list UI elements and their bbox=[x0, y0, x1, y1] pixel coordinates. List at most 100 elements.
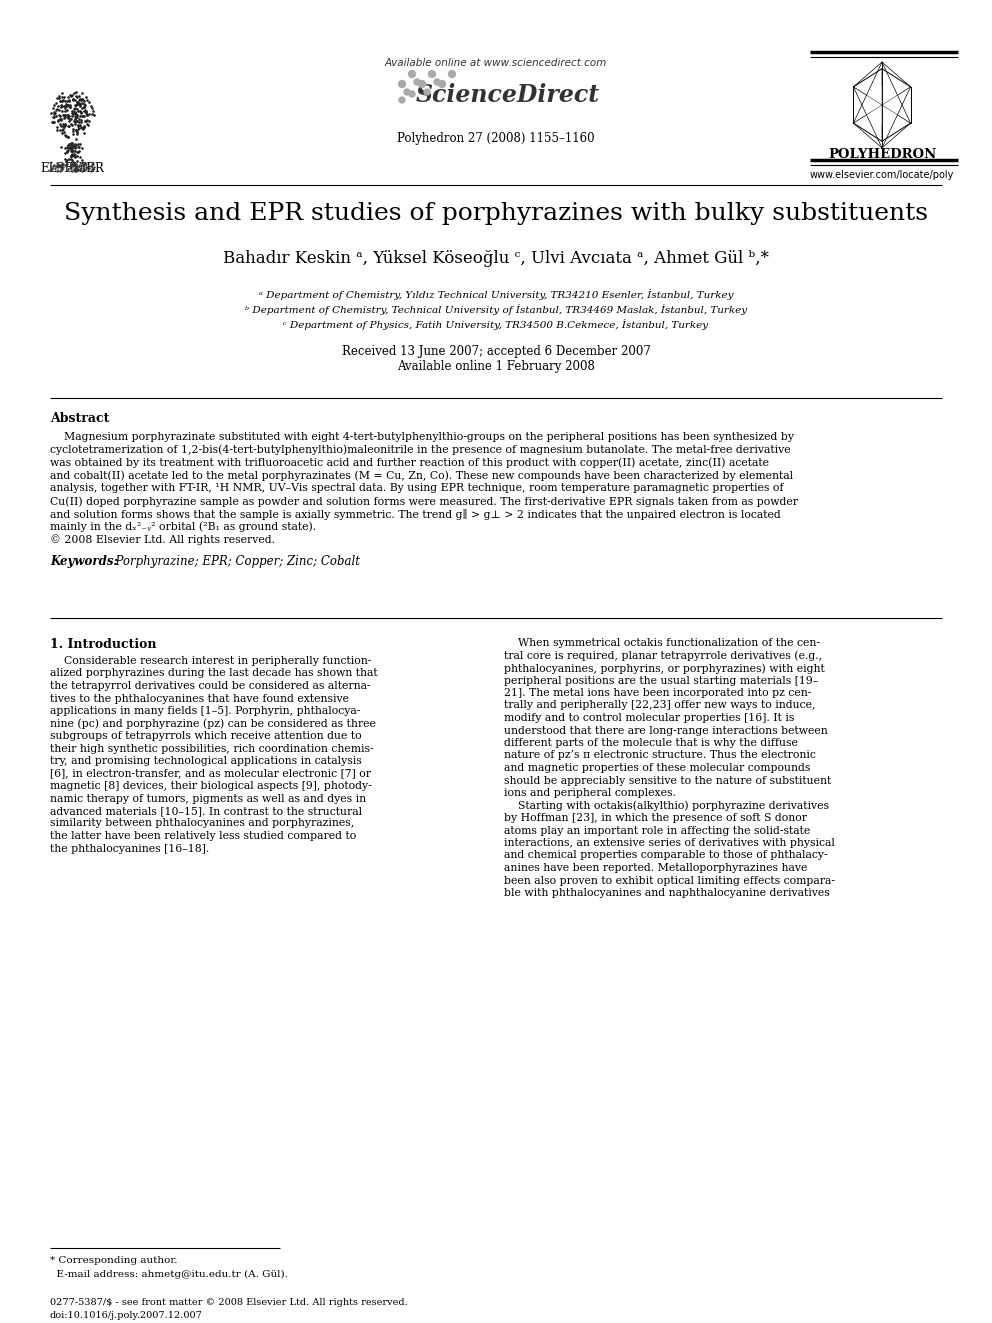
Point bbox=[65, 135, 81, 156]
Point bbox=[73, 149, 89, 171]
Text: phthalocyanines, porphyrins, or porphyrazines) with eight: phthalocyanines, porphyrins, or porphyra… bbox=[504, 663, 824, 673]
Point bbox=[72, 159, 88, 180]
Point bbox=[49, 98, 64, 119]
Point bbox=[80, 115, 96, 136]
Text: ᵃ Department of Chemistry, Yıldız Technical University, TR34210 Esenler, İstanbu: ᵃ Department of Chemistry, Yıldız Techni… bbox=[259, 288, 733, 300]
Text: different parts of the molecule that is why the diffuse: different parts of the molecule that is … bbox=[504, 738, 798, 747]
Point bbox=[62, 85, 78, 106]
Point bbox=[52, 105, 67, 126]
Circle shape bbox=[399, 81, 406, 87]
Point bbox=[66, 155, 82, 176]
Text: the tetrapyrrol derivatives could be considered as alterna-: the tetrapyrrol derivatives could be con… bbox=[50, 681, 371, 691]
Point bbox=[61, 95, 76, 116]
Point bbox=[54, 108, 69, 130]
Point bbox=[62, 134, 78, 155]
Point bbox=[61, 127, 76, 148]
Point bbox=[55, 101, 70, 122]
Point bbox=[53, 119, 68, 140]
Point bbox=[55, 115, 70, 136]
Point bbox=[58, 148, 73, 169]
Point bbox=[69, 122, 85, 143]
Circle shape bbox=[414, 79, 420, 85]
Text: trally and peripherally [22,23] offer new ways to induce,: trally and peripherally [22,23] offer ne… bbox=[504, 700, 815, 710]
Point bbox=[67, 136, 83, 157]
Point bbox=[75, 105, 91, 126]
Text: Porphyrazine; EPR; Copper; Zinc; Cobalt: Porphyrazine; EPR; Copper; Zinc; Cobalt bbox=[108, 556, 360, 568]
Text: POLYHEDRON: POLYHEDRON bbox=[828, 148, 936, 161]
Point bbox=[74, 138, 90, 159]
Point bbox=[67, 103, 83, 124]
Point bbox=[67, 106, 83, 127]
Point bbox=[70, 94, 86, 115]
Point bbox=[58, 101, 73, 122]
Point bbox=[57, 95, 72, 116]
Point bbox=[63, 155, 79, 176]
Point bbox=[62, 155, 78, 176]
Point bbox=[78, 114, 94, 135]
Point bbox=[75, 116, 91, 138]
Point bbox=[67, 157, 83, 179]
Point bbox=[76, 122, 92, 143]
Point bbox=[71, 106, 87, 127]
Text: tives to the phthalocyanines that have found extensive: tives to the phthalocyanines that have f… bbox=[50, 693, 349, 704]
Point bbox=[52, 155, 67, 176]
Point bbox=[54, 97, 69, 118]
Text: Synthesis and EPR studies of porphyrazines with bulky substituents: Synthesis and EPR studies of porphyrazin… bbox=[64, 202, 928, 225]
Point bbox=[57, 95, 72, 116]
Point bbox=[46, 103, 62, 124]
Point bbox=[62, 152, 78, 173]
Point bbox=[61, 107, 76, 128]
Point bbox=[51, 86, 66, 107]
Point bbox=[56, 118, 71, 139]
Point bbox=[61, 106, 76, 127]
Point bbox=[64, 101, 80, 122]
Point bbox=[64, 153, 80, 175]
Point bbox=[52, 108, 67, 130]
Text: Cu(II) doped porphyrazine sample as powder and solution forms were measured. The: Cu(II) doped porphyrazine sample as powd… bbox=[50, 496, 798, 507]
Point bbox=[67, 147, 83, 168]
Point bbox=[68, 157, 84, 179]
Point bbox=[74, 93, 90, 114]
Point bbox=[68, 87, 84, 108]
Point bbox=[71, 147, 87, 168]
Point bbox=[62, 114, 78, 135]
Point bbox=[66, 159, 82, 180]
Point bbox=[69, 106, 85, 127]
Point bbox=[64, 132, 80, 153]
Point bbox=[67, 90, 83, 111]
Point bbox=[56, 105, 71, 126]
Point bbox=[69, 122, 85, 143]
Point bbox=[54, 120, 69, 142]
Point bbox=[59, 126, 74, 147]
Point bbox=[55, 89, 70, 110]
Point bbox=[57, 106, 72, 127]
Point bbox=[50, 152, 65, 173]
Point bbox=[64, 102, 80, 123]
Point bbox=[62, 156, 78, 177]
Point bbox=[61, 87, 76, 108]
Point bbox=[64, 156, 80, 177]
Point bbox=[64, 149, 80, 171]
Point bbox=[59, 124, 74, 146]
Point bbox=[67, 94, 83, 115]
Point bbox=[58, 155, 73, 176]
Point bbox=[71, 90, 87, 111]
Text: the phthalocyanines [16–18].: the phthalocyanines [16–18]. bbox=[50, 844, 209, 853]
Point bbox=[76, 155, 92, 176]
Text: nine (pc) and porphyrazine (pz) can be considered as three: nine (pc) and porphyrazine (pz) can be c… bbox=[50, 718, 376, 729]
Point bbox=[51, 110, 66, 131]
Point bbox=[43, 159, 59, 180]
Point bbox=[66, 102, 82, 123]
Text: interactions, an extensive series of derivatives with physical: interactions, an extensive series of der… bbox=[504, 837, 835, 848]
Point bbox=[63, 136, 79, 157]
Point bbox=[77, 111, 93, 132]
Text: the latter have been relatively less studied compared to: the latter have been relatively less stu… bbox=[50, 831, 356, 841]
Point bbox=[68, 86, 84, 107]
Point bbox=[65, 123, 81, 144]
Point bbox=[52, 87, 67, 108]
Point bbox=[68, 81, 84, 102]
Point bbox=[44, 112, 60, 134]
Point bbox=[64, 144, 80, 165]
Point bbox=[65, 135, 81, 156]
Point bbox=[59, 105, 74, 126]
